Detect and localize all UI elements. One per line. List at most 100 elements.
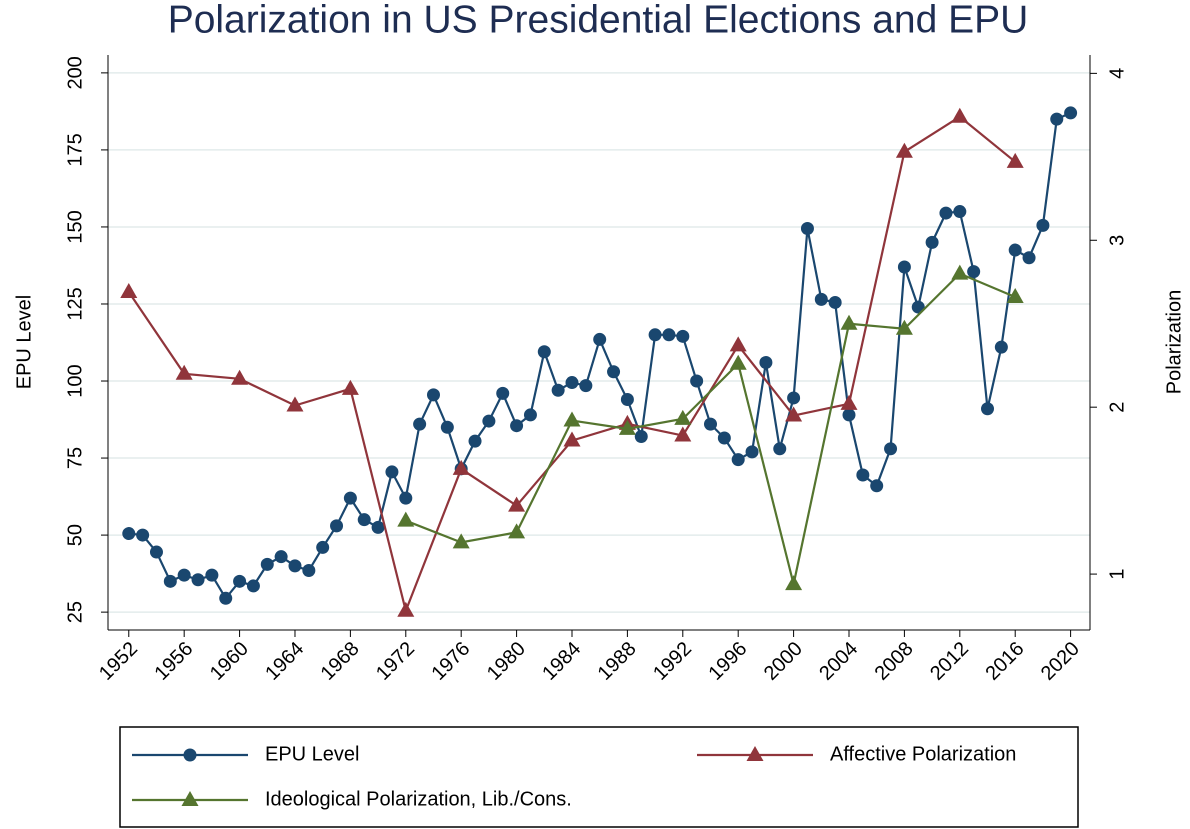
point xyxy=(994,340,1008,354)
point xyxy=(856,468,870,482)
point xyxy=(703,417,717,431)
point xyxy=(122,527,136,541)
series-line xyxy=(128,111,1072,601)
point xyxy=(729,336,747,352)
point xyxy=(565,376,579,390)
x-tick-label: 2000 xyxy=(760,638,807,685)
point xyxy=(246,579,260,593)
point xyxy=(231,369,249,385)
point xyxy=(330,519,344,533)
point xyxy=(508,496,526,512)
chart-title: Polarization in US Presidential Election… xyxy=(168,0,1029,41)
y-tick-label: 100 xyxy=(64,364,86,397)
legend-label: Affective Polarization xyxy=(830,743,1016,765)
point xyxy=(563,431,581,447)
point xyxy=(1050,112,1064,126)
point xyxy=(452,533,470,549)
point xyxy=(729,354,747,370)
point xyxy=(579,379,593,393)
legend-label: Ideological Polarization, Lib./Cons. xyxy=(265,788,572,810)
point xyxy=(1036,218,1050,232)
point xyxy=(840,314,858,330)
point xyxy=(413,417,427,431)
point xyxy=(440,420,454,434)
x-tick-label: 2008 xyxy=(871,638,918,685)
point xyxy=(175,364,193,380)
point xyxy=(120,283,138,299)
point xyxy=(357,513,371,527)
y-axis-label: EPU Level xyxy=(13,295,35,390)
point xyxy=(537,345,551,359)
x-tick-label: 1996 xyxy=(704,638,751,685)
point xyxy=(371,520,385,534)
point xyxy=(397,511,415,527)
x-tick-label: 2012 xyxy=(926,638,973,685)
point xyxy=(343,491,357,505)
point xyxy=(607,365,621,379)
point xyxy=(233,574,247,588)
x-tick-label: 1976 xyxy=(427,638,474,685)
point xyxy=(759,356,773,370)
point xyxy=(286,396,304,412)
point xyxy=(787,391,801,405)
point xyxy=(840,394,858,410)
x-tick-label: 1956 xyxy=(150,638,197,685)
point xyxy=(593,332,607,346)
point xyxy=(274,550,288,564)
point xyxy=(953,205,967,219)
point xyxy=(523,408,537,422)
point xyxy=(316,540,330,554)
point xyxy=(426,388,440,402)
point xyxy=(496,386,510,400)
y-tick-label: 175 xyxy=(64,133,86,166)
point xyxy=(925,235,939,249)
point xyxy=(508,523,526,539)
point xyxy=(205,568,219,582)
x-tick-label: 1992 xyxy=(649,638,696,685)
point xyxy=(620,393,634,407)
y2-tick-label: 3 xyxy=(1106,235,1128,246)
point xyxy=(842,408,856,422)
point xyxy=(785,575,803,591)
point xyxy=(800,221,814,235)
x-tick-label: 1988 xyxy=(594,638,641,685)
point xyxy=(648,328,662,342)
point xyxy=(177,568,191,582)
point xyxy=(1008,243,1022,257)
legend-label: EPU Level xyxy=(265,743,360,765)
point xyxy=(260,557,274,571)
y-tick-label: 125 xyxy=(64,287,86,320)
point xyxy=(452,459,470,475)
point xyxy=(895,142,913,158)
series-line xyxy=(127,115,1016,615)
point xyxy=(136,528,150,542)
point xyxy=(1022,251,1036,265)
point xyxy=(191,573,205,587)
point xyxy=(981,402,995,416)
point xyxy=(510,419,524,433)
point xyxy=(149,545,163,559)
y-tick-label: 75 xyxy=(64,447,86,469)
point xyxy=(939,206,953,220)
x-tick-label: 2020 xyxy=(1037,638,1084,685)
point xyxy=(717,431,731,445)
legend-marker xyxy=(181,791,199,806)
point xyxy=(1006,152,1024,168)
point xyxy=(634,429,648,443)
point xyxy=(895,319,913,335)
y-tick-label: 25 xyxy=(64,601,86,623)
y-tick-label: 150 xyxy=(64,210,86,243)
x-tick-label: 1960 xyxy=(206,638,253,685)
x-tick-label: 1984 xyxy=(538,638,585,685)
x-tick-label: 1980 xyxy=(483,638,530,685)
point xyxy=(399,491,413,505)
point xyxy=(897,260,911,274)
legend-box xyxy=(119,726,1079,828)
point xyxy=(397,601,415,617)
point xyxy=(951,107,969,123)
point xyxy=(163,574,177,588)
point xyxy=(662,328,676,342)
y2-tick-label: 1 xyxy=(1106,569,1128,580)
point xyxy=(690,374,704,388)
